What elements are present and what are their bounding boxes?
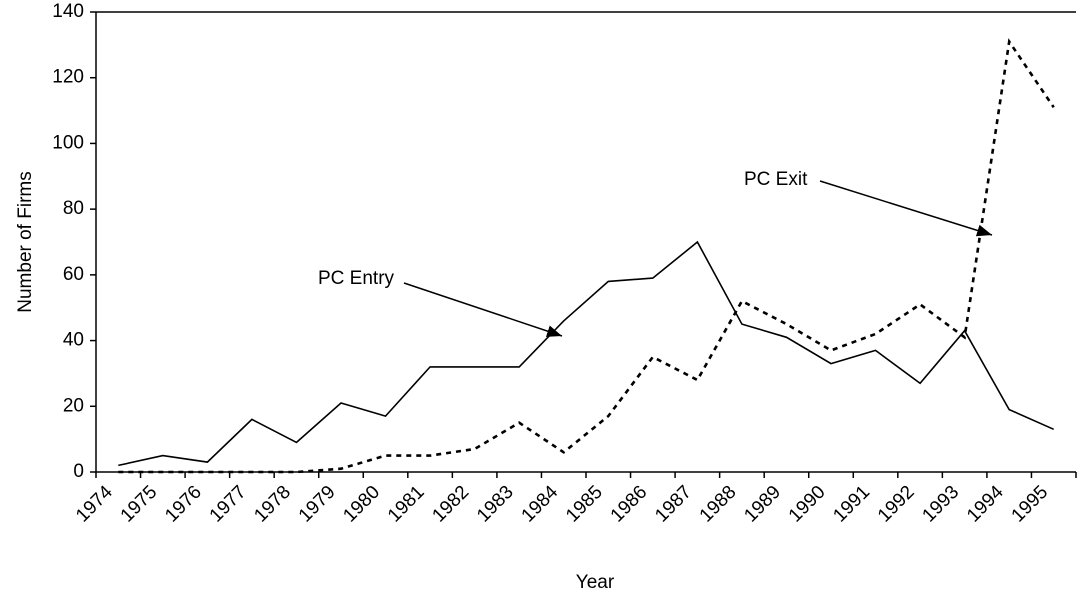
y-tick-label: 140 — [52, 1, 84, 22]
x-tick-label: 1995 — [1008, 482, 1053, 527]
x-tick-label: 1974 — [72, 481, 117, 526]
y-tick-label: 0 — [73, 461, 84, 482]
x-tick-label: 1994 — [963, 481, 1008, 526]
x-axis-title: Year — [576, 572, 615, 593]
series-line — [118, 240, 1055, 467]
x-tick-label: 1981 — [384, 482, 429, 527]
y-tick-label: 80 — [63, 198, 84, 219]
x-tick-label: 1983 — [473, 482, 518, 527]
x-tick-label: 1988 — [696, 482, 741, 527]
annotation: PC Entry — [318, 268, 395, 289]
x-tick-label: 1992 — [874, 482, 919, 527]
x-tick-label: 1979 — [295, 482, 340, 527]
x-tick-label: 1987 — [651, 482, 696, 527]
x-tick-label: 1977 — [206, 482, 251, 527]
y-tick-label: 40 — [63, 330, 84, 351]
y-tick-label: 20 — [63, 395, 84, 416]
x-tick-label: 1986 — [607, 482, 652, 527]
x-tick-label: 1982 — [428, 482, 473, 527]
y-tick-label: 100 — [52, 132, 84, 153]
y-tick-label: 60 — [63, 264, 84, 285]
x-tick-label: 1975 — [117, 482, 162, 527]
y-tick-label: 120 — [52, 67, 84, 88]
x-tick-label: 1989 — [740, 482, 785, 527]
x-tick-label: 1978 — [250, 482, 295, 527]
series-line — [118, 38, 1055, 474]
x-tick-label: 1990 — [785, 482, 830, 527]
x-tick-label: 1980 — [339, 482, 384, 527]
arrow — [403, 282, 563, 337]
annotation: PC Exit — [744, 169, 808, 190]
x-tick-label: 1985 — [562, 482, 607, 527]
x-tick-label: 1991 — [829, 482, 874, 527]
x-tick-label: 1976 — [161, 482, 206, 527]
y-axis-title: Number of Firms — [15, 171, 36, 312]
arrow — [819, 180, 993, 237]
x-tick-label: 1984 — [518, 481, 563, 526]
x-tick-label: 1993 — [918, 482, 963, 527]
